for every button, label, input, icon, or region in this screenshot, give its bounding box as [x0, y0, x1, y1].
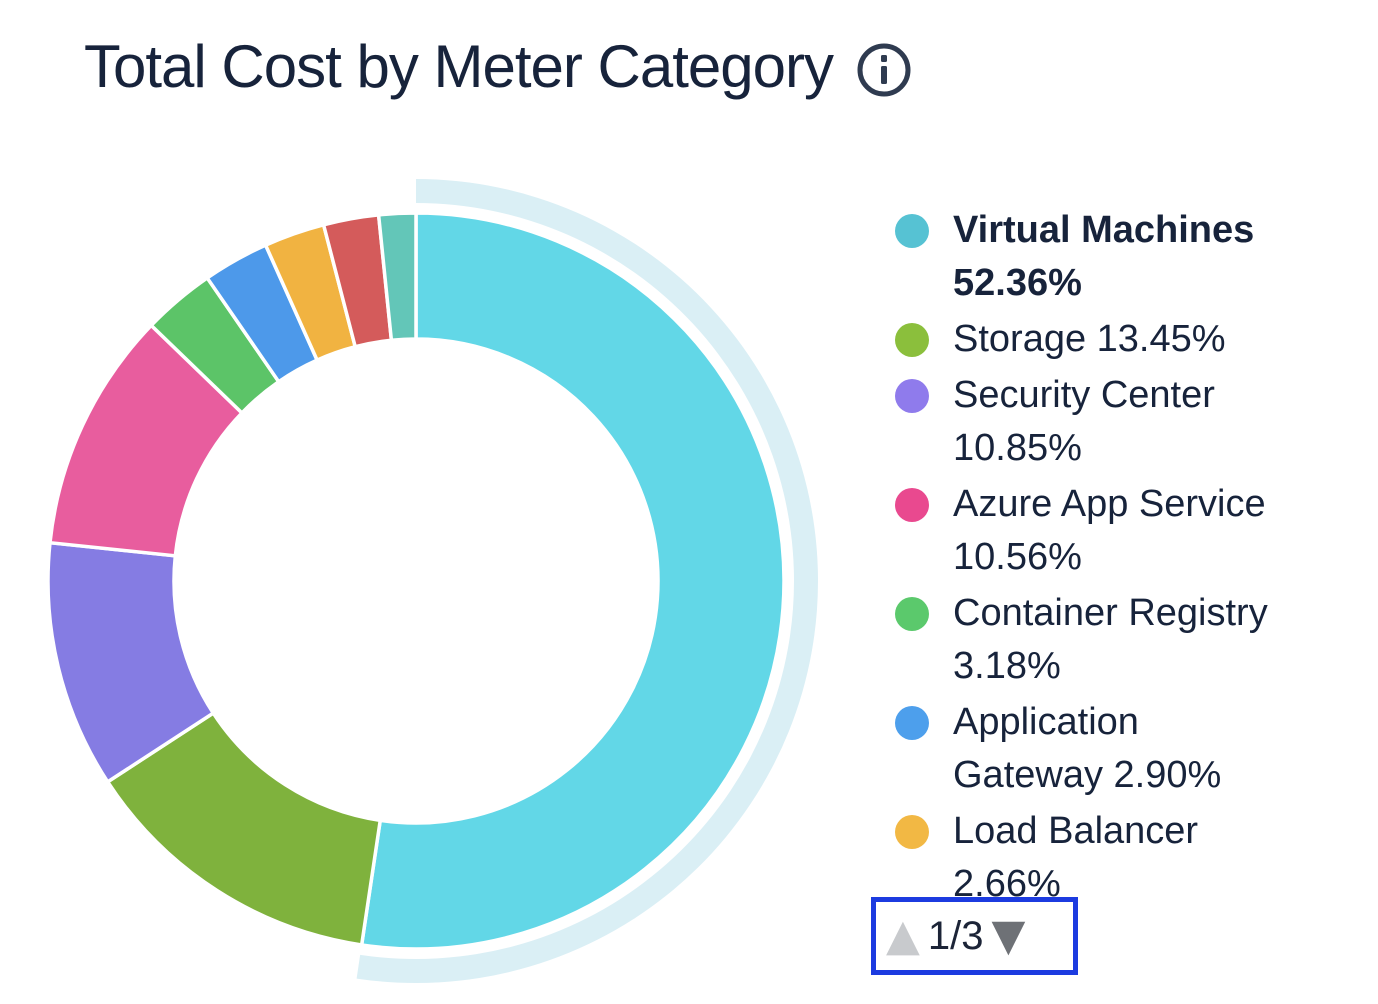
- info-icon[interactable]: [855, 41, 913, 99]
- chart-title: Total Cost by Meter Category: [84, 33, 834, 100]
- chart-header: Total Cost by Meter Category: [84, 34, 913, 100]
- legend-page-indicator: 1/3: [927, 913, 984, 958]
- legend-pagination: ▲ 1/3 ▼: [871, 897, 1078, 975]
- legend-item-container-registry[interactable]: Container Registry 3.18%: [895, 587, 1375, 693]
- legend-item-azure-app-service[interactable]: Azure App Service 10.56%: [895, 478, 1375, 584]
- legend-dot: [895, 488, 929, 522]
- legend-page-down-button[interactable]: ▼: [991, 910, 1026, 961]
- legend-dot: [895, 597, 929, 631]
- chart-legend: Virtual Machines 52.36% Storage 13.45% Sec…: [895, 204, 1375, 914]
- donut-segment-virtual-machines[interactable]: [359, 211, 786, 951]
- legend-label: Container Registry 3.18%: [953, 592, 1268, 687]
- legend-label: Storage 13.45%: [953, 318, 1226, 360]
- legend-label: Virtual Machines 52.36%: [953, 209, 1255, 304]
- legend-page-up-button[interactable]: ▲: [886, 910, 920, 961]
- legend-item-virtual-machines[interactable]: Virtual Machines 52.36%: [895, 204, 1375, 310]
- legend-dot: [895, 706, 929, 740]
- legend-label: Security Center 10.85%: [953, 374, 1215, 469]
- legend-item-storage[interactable]: Storage 13.45%: [895, 313, 1375, 366]
- legend-item-load-balancer[interactable]: Load Balancer 2.66%: [895, 805, 1375, 911]
- donut-segment-unlabeled[interactable]: [376, 211, 418, 343]
- legend-item-application-gateway[interactable]: Application Gateway 2.90%: [895, 696, 1375, 802]
- legend-item-security-center[interactable]: Security Center 10.85%: [895, 369, 1375, 475]
- legend-label: Azure App Service 10.56%: [953, 483, 1266, 578]
- legend-dot: [895, 214, 929, 248]
- legend-label: Load Balancer 2.66%: [953, 810, 1199, 905]
- legend-dot: [895, 815, 929, 849]
- legend-dot: [895, 379, 929, 413]
- legend-label: Application Gateway 2.90%: [953, 701, 1222, 796]
- legend-dot: [895, 323, 929, 357]
